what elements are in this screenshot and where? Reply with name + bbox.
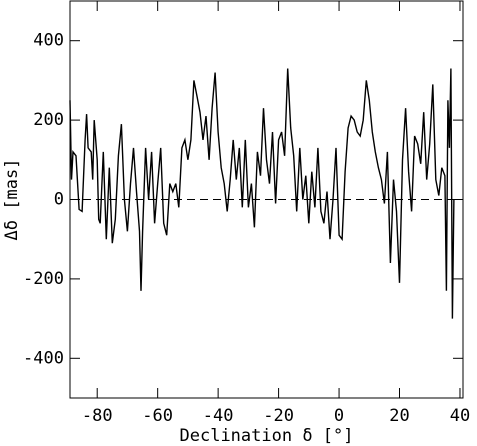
x-tick-label: 40: [450, 406, 470, 426]
x-axis-label: Declination δ [°]: [180, 426, 354, 446]
x-tick-label: -40: [203, 406, 234, 426]
y-axis-label: Δδ [mas]: [2, 159, 22, 241]
x-tick-label: 0: [334, 406, 344, 426]
y-tick-label: -200: [23, 269, 64, 289]
data-line: [69, 68, 455, 319]
y-tick-label: 200: [33, 110, 64, 130]
x-tick-label: -60: [142, 406, 173, 426]
y-tick-label: 0: [54, 190, 64, 210]
y-tick-label: -400: [23, 348, 64, 368]
y-tick-label: 400: [33, 31, 64, 51]
x-tick-label: -20: [263, 406, 294, 426]
x-tick-label: 20: [389, 406, 409, 426]
x-tick-label: -80: [82, 406, 113, 426]
